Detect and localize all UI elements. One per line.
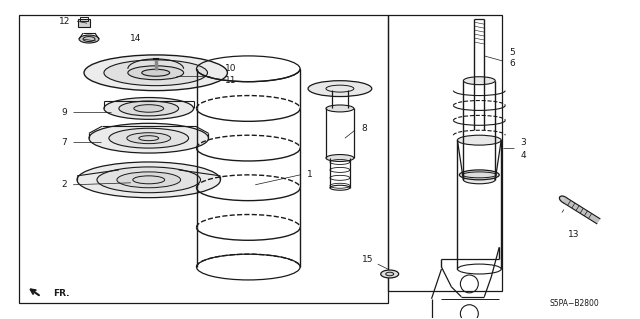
- Ellipse shape: [134, 105, 164, 112]
- Text: 7: 7: [61, 138, 67, 147]
- Ellipse shape: [79, 35, 99, 43]
- Ellipse shape: [381, 270, 399, 278]
- Text: 5: 5: [509, 48, 515, 57]
- Ellipse shape: [117, 172, 180, 188]
- Ellipse shape: [109, 128, 189, 148]
- Bar: [78, 19, 90, 27]
- Text: FR.: FR.: [53, 289, 70, 298]
- Ellipse shape: [458, 135, 501, 145]
- Ellipse shape: [463, 77, 495, 85]
- Ellipse shape: [308, 81, 372, 97]
- Text: 15: 15: [362, 255, 374, 263]
- Ellipse shape: [104, 98, 193, 119]
- Text: 3: 3: [520, 138, 526, 147]
- Ellipse shape: [119, 101, 179, 116]
- Ellipse shape: [142, 69, 170, 76]
- Text: S5PA−B2800: S5PA−B2800: [549, 299, 599, 308]
- Ellipse shape: [128, 66, 184, 80]
- Ellipse shape: [97, 167, 200, 193]
- Text: 14: 14: [130, 33, 141, 42]
- Ellipse shape: [559, 196, 568, 203]
- Ellipse shape: [104, 60, 207, 85]
- Ellipse shape: [83, 37, 95, 41]
- Text: 10: 10: [225, 64, 236, 73]
- Ellipse shape: [326, 105, 354, 112]
- Ellipse shape: [77, 162, 220, 198]
- Ellipse shape: [326, 154, 354, 161]
- Ellipse shape: [460, 170, 499, 180]
- Text: 12: 12: [60, 17, 71, 26]
- Bar: [19, 15, 388, 303]
- Text: 13: 13: [568, 230, 580, 239]
- Ellipse shape: [386, 272, 394, 276]
- Text: 8: 8: [361, 124, 367, 133]
- Text: 1: 1: [307, 170, 313, 179]
- Bar: [388, 15, 502, 291]
- Ellipse shape: [89, 123, 209, 153]
- Text: 9: 9: [61, 108, 67, 117]
- Bar: [80, 17, 88, 21]
- Ellipse shape: [463, 176, 495, 184]
- Text: 2: 2: [61, 180, 67, 189]
- Ellipse shape: [127, 133, 171, 144]
- Text: 11: 11: [225, 76, 236, 85]
- Text: 6: 6: [509, 59, 515, 68]
- Ellipse shape: [84, 55, 227, 91]
- Text: 4: 4: [520, 151, 526, 160]
